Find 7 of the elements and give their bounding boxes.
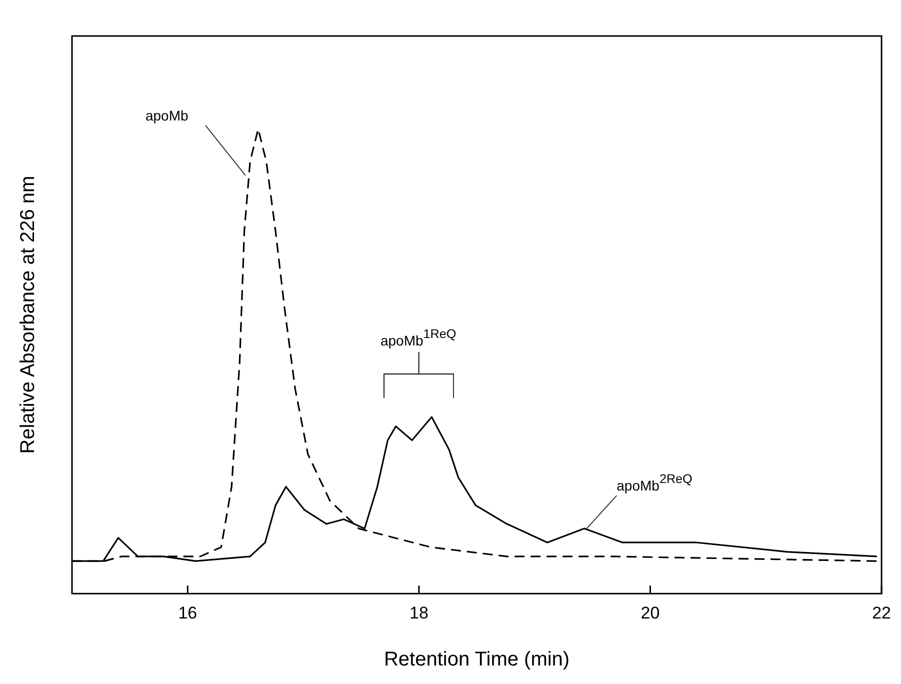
x-tick-label: 16 xyxy=(178,603,198,622)
x-axis-title: Retention Time (min) xyxy=(384,648,570,671)
x-tick-label: 22 xyxy=(872,603,892,622)
x-tick-label: 20 xyxy=(640,603,660,622)
annotation: apoMb xyxy=(145,107,188,124)
y-axis-title: Relative Absorbance at 226 nm xyxy=(17,176,39,454)
x-tick-label: 18 xyxy=(409,603,428,622)
